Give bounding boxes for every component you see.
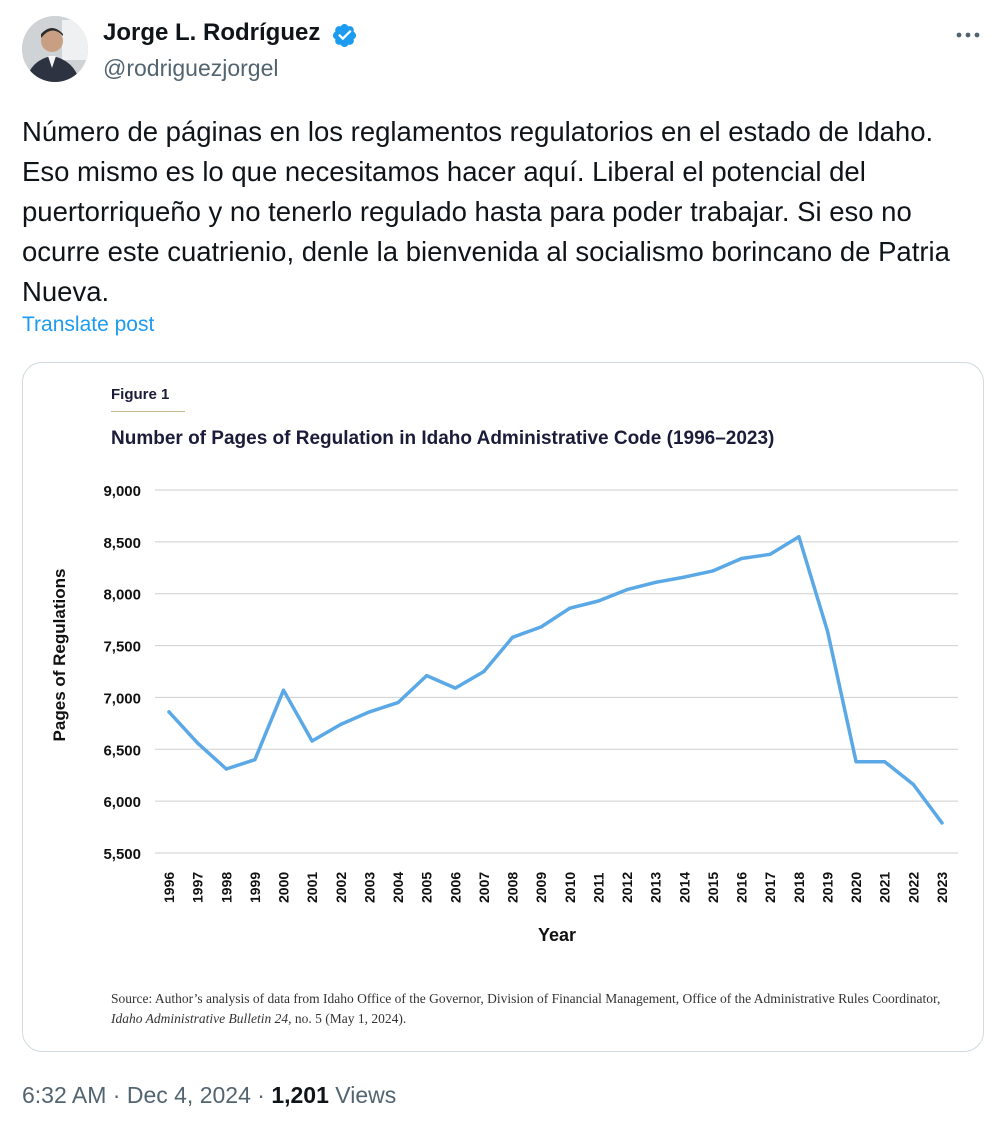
data-point: [568, 606, 572, 610]
x-tick-label: 2021: [877, 872, 893, 903]
more-options-icon[interactable]: [951, 23, 985, 47]
data-point: [825, 629, 830, 633]
x-tick-label: 2000: [276, 872, 292, 903]
x-tick-label: 2001: [304, 872, 320, 903]
meta-separator: ·: [257, 1082, 265, 1108]
post-time[interactable]: 6:32 AM: [22, 1082, 107, 1108]
data-point: [367, 710, 372, 714]
x-tick-label: 2002: [333, 872, 349, 903]
verified-badge-icon: [332, 23, 357, 48]
x-tick-label: 2009: [533, 872, 549, 903]
y-tick-label: 8,000: [103, 587, 141, 604]
x-tick-label: 2018: [791, 872, 807, 903]
x-tick-label: 2003: [361, 872, 377, 903]
x-axis-label: Year: [538, 925, 576, 945]
x-tick-label: 2012: [619, 872, 635, 903]
post-media-image[interactable]: Figure 1 Number of Pages of Regulation i…: [22, 362, 984, 1052]
author-name[interactable]: Jorge L. Rodríguez: [103, 19, 321, 46]
data-point: [911, 782, 915, 787]
x-tick-label: 2011: [590, 872, 606, 903]
y-tick-label: 5,500: [103, 846, 141, 863]
data-point: [482, 669, 486, 674]
series-line: [167, 534, 944, 825]
views-label: Views: [335, 1082, 397, 1108]
x-tick-label: 2016: [734, 872, 750, 903]
x-tick-label: 2022: [905, 872, 921, 903]
data-point: [224, 767, 228, 771]
y-tick-label: 6,500: [103, 742, 141, 759]
data-point: [797, 535, 801, 539]
x-tick-label: 2010: [562, 872, 578, 903]
data-point: [310, 739, 314, 743]
data-point: [196, 741, 200, 745]
x-tick-label: 1999: [247, 872, 263, 903]
x-tick-label: 2023: [934, 872, 950, 903]
data-point: [167, 710, 171, 714]
x-tick-label: 2017: [762, 872, 778, 903]
translate-post-link[interactable]: Translate post: [22, 313, 155, 336]
source-publication: Idaho Administrative Bulletin 24: [111, 1011, 289, 1026]
data-point: [253, 758, 257, 762]
data-point: [425, 674, 429, 678]
line-chart: 5,500 6,000 6,500 7,000 7,500 8,000 8,500 9,000…: [50, 483, 958, 945]
figure-label-underline: [111, 411, 185, 412]
data-point: [625, 587, 629, 592]
x-tick-label: 2006: [447, 872, 463, 903]
y-tick-label: 9,000: [103, 483, 141, 500]
data-point: [711, 569, 715, 573]
data-point: [596, 599, 601, 603]
post-date[interactable]: Dec 4, 2024: [126, 1082, 251, 1108]
x-tick-label: 2013: [648, 872, 664, 903]
author-handle[interactable]: @rodriguezjorgel: [103, 55, 279, 81]
x-tick-label: 1996: [161, 872, 177, 903]
meta-separator: ·: [112, 1082, 121, 1108]
x-tick-label: 2004: [390, 872, 406, 903]
x-tick-label: 2015: [705, 872, 721, 903]
data-point: [768, 552, 772, 556]
y-tick-label: 7,000: [103, 690, 141, 707]
data-point: [539, 625, 543, 629]
data-point: [654, 580, 658, 584]
x-tick-label: 2008: [505, 872, 521, 903]
data-point: [510, 635, 515, 639]
data-point: [739, 556, 744, 561]
x-tick-label: 2007: [476, 872, 492, 903]
data-point: [281, 688, 286, 692]
x-tick-label: 1998: [218, 872, 234, 903]
x-tick-label: 2014: [676, 872, 692, 903]
x-tick-label: 1997: [190, 872, 206, 903]
views-count: 1,201: [271, 1082, 329, 1108]
source-text: Source: Author’s analysis of data from I…: [111, 991, 941, 1006]
y-tick-label: 6,000: [103, 794, 141, 811]
avatar[interactable]: [22, 16, 88, 82]
y-axis-label: Pages of Regulations: [50, 569, 69, 742]
post-text: Número de páginas en los reglamentos reg…: [22, 116, 950, 307]
post-meta: 6:32 AM · Dec 4, 2024 · 1,201 Views: [22, 1082, 396, 1109]
data-point: [854, 760, 858, 764]
data-point: [682, 575, 686, 579]
source-suffix: , no. 5 (May 1, 2024).: [288, 1011, 407, 1026]
y-tick-label: 7,500: [103, 639, 141, 656]
chart-title: Number of Pages of Regulation in Idaho A…: [111, 428, 775, 449]
x-tick-label: 2019: [819, 872, 835, 903]
figure-label: Figure 1: [111, 386, 170, 403]
data-point: [396, 701, 400, 705]
figure-source-note: Source: Author’s analysis of data from I…: [111, 989, 971, 1029]
x-tick-label: 2005: [419, 872, 435, 903]
data-point: [940, 821, 944, 825]
data-point: [883, 760, 887, 764]
x-tick-label: 2020: [848, 872, 864, 903]
y-tick-label: 8,500: [103, 535, 141, 552]
data-point: [339, 722, 343, 726]
data-point: [453, 686, 457, 690]
